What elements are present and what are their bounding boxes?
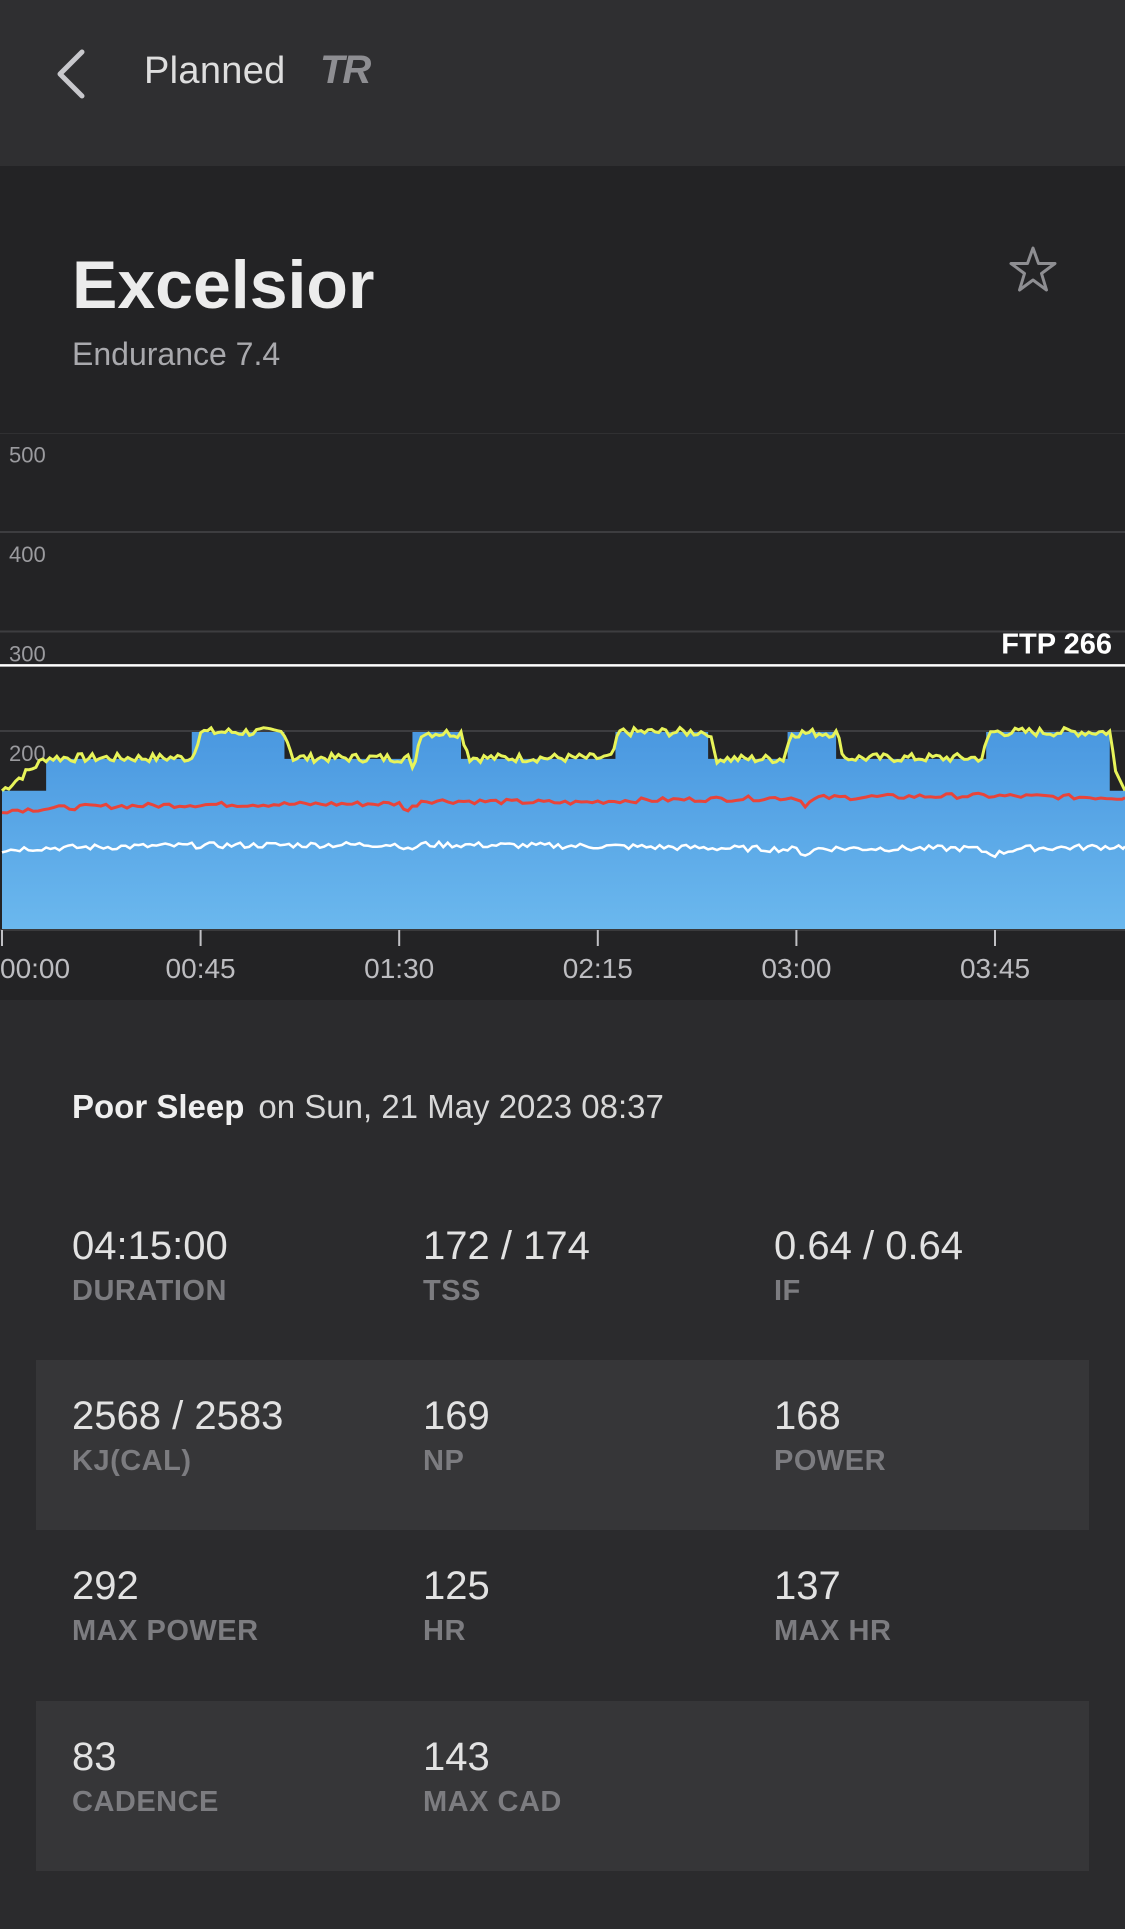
stat-label: IF <box>774 1275 801 1307</box>
chevron-left-icon <box>57 49 85 99</box>
ftp-label: FTP 266 <box>1001 628 1112 660</box>
stat-label: MAX HR <box>774 1615 892 1647</box>
stat-value: 83 <box>72 1735 117 1779</box>
stats-row-4: 83 CADENCE 143 MAX CAD <box>36 1701 1089 1871</box>
stat-value: 292 <box>72 1564 139 1608</box>
stat-value: 0.64 / 0.64 <box>774 1224 964 1268</box>
stat-value: 168 <box>774 1394 841 1438</box>
workout-header: Excelsior Endurance 7.4 <box>0 166 1125 433</box>
stat-max-cadence: 143 MAX CAD <box>423 1735 562 1819</box>
stat-label: MAX CAD <box>423 1786 562 1818</box>
x-tick-label: 00:45 <box>166 953 236 984</box>
stat-max-power: 292 MAX POWER <box>72 1564 259 1648</box>
workout-chart: 200 300 400 500 FTP 266 00:00 00:45 01:30 02:1… <box>0 433 1125 1000</box>
stat-max-hr: 137 MAX HR <box>774 1564 891 1648</box>
y-tick-label: 400 <box>9 542 46 567</box>
completion-date: on Sun, 21 May 2023 08:37 <box>258 1088 664 1125</box>
stats-row-2: 2568 / 2583 KJ(CAL) 169 NP 168 POWER <box>36 1360 1089 1530</box>
stat-kj: 2568 / 2583 KJ(CAL) <box>72 1394 283 1478</box>
target-power-area <box>2 731 1125 930</box>
trainerroad-logo: TR <box>320 48 371 92</box>
stat-label: DURATION <box>72 1275 227 1307</box>
y-tick-label: 200 <box>9 741 46 766</box>
star-icon <box>1009 246 1057 292</box>
favorite-button[interactable] <box>1007 244 1059 296</box>
page-title: Planned <box>144 50 286 92</box>
stat-power: 168 POWER <box>774 1394 886 1478</box>
stat-value: 169 <box>423 1394 490 1438</box>
completion-info: Poor Sleep on Sun, 21 May 2023 08:37 <box>72 1088 664 1126</box>
stat-label: HR <box>423 1615 466 1647</box>
stat-label: TSS <box>423 1275 481 1307</box>
stat-label: NP <box>423 1445 465 1477</box>
survey-status[interactable]: Poor Sleep <box>72 1088 245 1125</box>
x-tick-label: 01:30 <box>364 953 434 984</box>
stat-np: 169 NP <box>423 1394 490 1478</box>
stats-row-1: 04:15:00 DURATION 172 / 174 TSS 0.64 / 0… <box>36 1190 1089 1360</box>
stat-tss: 172 / 174 TSS <box>423 1224 590 1308</box>
power-chart: 200 300 400 500 FTP 266 00:00 00:45 01:30 02:1… <box>0 433 1125 984</box>
stat-label: POWER <box>774 1445 887 1477</box>
stat-hr: 125 HR <box>423 1564 490 1648</box>
x-tick-label: 02:15 <box>563 953 633 984</box>
stat-label: MAX POWER <box>72 1615 259 1647</box>
stat-if: 0.64 / 0.64 IF <box>774 1224 963 1308</box>
stat-value: 137 <box>774 1564 841 1608</box>
cadence-series-line <box>1 839 1125 859</box>
back-button[interactable] <box>48 44 98 104</box>
stat-label: KJ(CAL) <box>72 1445 192 1477</box>
stat-value: 2568 / 2583 <box>72 1394 284 1438</box>
stat-label: CADENCE <box>72 1786 219 1818</box>
power-series-line <box>0 725 1125 792</box>
stat-cadence: 83 CADENCE <box>72 1735 219 1819</box>
y-tick-label: 300 <box>9 642 46 667</box>
heart-rate-series-line <box>1 791 1125 815</box>
workout-title: Excelsior <box>72 247 375 323</box>
top-navigation-bar: Planned TR <box>0 0 1125 166</box>
stats-row-3: 292 MAX POWER 125 HR 137 MAX HR <box>36 1530 1089 1700</box>
stat-duration: 04:15:00 DURATION <box>72 1224 228 1308</box>
stat-value: 172 / 174 <box>423 1224 590 1268</box>
workout-subtitle: Endurance 7.4 <box>72 336 281 372</box>
stat-value: 125 <box>423 1564 490 1608</box>
x-tick-label: 00:00 <box>0 953 70 984</box>
x-tick-label: 03:45 <box>960 953 1030 984</box>
y-tick-label: 500 <box>9 443 46 468</box>
x-tick-label: 03:00 <box>761 953 831 984</box>
stat-value: 04:15:00 <box>72 1224 228 1268</box>
stat-value: 143 <box>423 1735 490 1779</box>
